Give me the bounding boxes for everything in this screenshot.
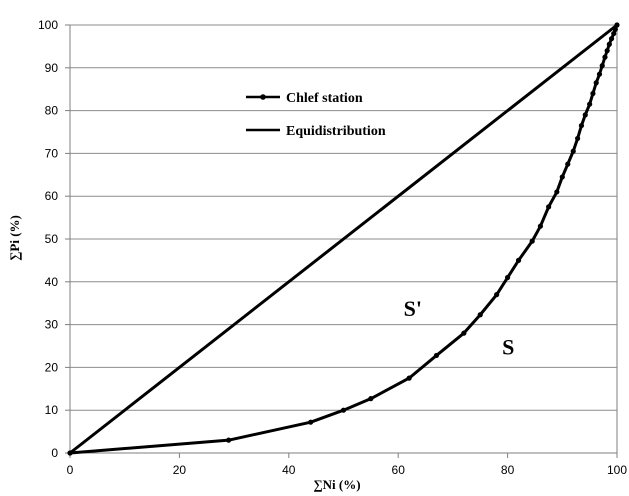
data-point-chlef-station bbox=[494, 292, 500, 298]
data-point-chlef-station bbox=[611, 30, 617, 37]
x-tick-label-20: 20 bbox=[173, 463, 187, 477]
annotations: S' S bbox=[404, 296, 515, 360]
data-point-chlef-station bbox=[308, 419, 314, 425]
data-point-chlef-station bbox=[340, 407, 347, 413]
y-tick-label-80: 80 bbox=[45, 104, 59, 118]
series-lines bbox=[67, 22, 620, 456]
x-tick-label-80: 80 bbox=[501, 463, 515, 477]
x-tick-label-40: 40 bbox=[282, 463, 296, 477]
data-point-chlef-station bbox=[433, 352, 440, 359]
y-axis-label: ∑Pi (%) bbox=[7, 215, 22, 261]
y-tick-label-40: 40 bbox=[45, 275, 59, 289]
data-point-chlef-station bbox=[559, 174, 565, 180]
legend-marker-chlef-station bbox=[260, 94, 266, 100]
data-point-chlef-station bbox=[587, 101, 593, 107]
data-point-chlef-station bbox=[602, 54, 608, 60]
data-point-chlef-station bbox=[575, 135, 581, 142]
data-point-chlef-station bbox=[554, 189, 560, 195]
data-point-chlef-station bbox=[596, 71, 603, 77]
data-point-chlef-station bbox=[461, 330, 467, 336]
x-tick-label-60: 60 bbox=[392, 463, 406, 477]
grid-lines bbox=[70, 24, 617, 411]
legend-label-equidistribution: Equidistribution bbox=[286, 124, 386, 139]
y-tick-label-60: 60 bbox=[45, 189, 59, 203]
annotation-s: S bbox=[502, 335, 514, 360]
data-point-chlef-station bbox=[537, 223, 544, 229]
data-point-chlef-station bbox=[505, 274, 511, 281]
data-point-chlef-station bbox=[593, 80, 599, 86]
series-line-equidistribution bbox=[69, 23, 618, 455]
x-tick-label-0: 0 bbox=[67, 463, 74, 477]
y-tick-label-70: 70 bbox=[45, 146, 59, 160]
data-point-chlef-station bbox=[582, 112, 588, 118]
axes bbox=[65, 24, 618, 458]
data-point-chlef-station bbox=[570, 148, 576, 154]
data-point-chlef-station bbox=[546, 204, 552, 210]
y-tick-label-10: 10 bbox=[45, 403, 59, 417]
x-tick-label-100: 100 bbox=[607, 463, 627, 477]
y-tick-label-30: 30 bbox=[45, 318, 59, 332]
y-tick-label-0: 0 bbox=[51, 446, 58, 460]
data-point-chlef-station bbox=[406, 375, 412, 381]
x-axis-label: ∑Ni (%) bbox=[313, 477, 360, 492]
y-tick-label-50: 50 bbox=[45, 232, 59, 246]
data-point-chlef-station bbox=[368, 396, 374, 402]
y-tick-label-100: 100 bbox=[38, 18, 58, 32]
data-point-chlef-station bbox=[565, 161, 571, 167]
data-point-chlef-station bbox=[515, 257, 522, 263]
series-line-chlef-station bbox=[69, 24, 619, 455]
data-point-chlef-station bbox=[578, 122, 585, 129]
legend-label-chlef-station: Chlef station bbox=[286, 91, 363, 106]
y-tick-label-20: 20 bbox=[45, 360, 59, 374]
data-point-chlef-station bbox=[608, 36, 615, 42]
data-point-chlef-station bbox=[599, 63, 605, 69]
legend: Chlef station Equidistribution bbox=[246, 91, 386, 139]
data-point-chlef-station bbox=[590, 90, 596, 97]
data-point-chlef-station bbox=[226, 437, 232, 443]
data-point-chlef-station bbox=[529, 238, 535, 244]
tick-labels: 0 10 20 30 40 50 60 70 80 90 100 0 20 40 60 80 100 bbox=[38, 18, 627, 477]
data-point-chlef-station bbox=[604, 48, 610, 54]
y-tick-label-90: 90 bbox=[45, 61, 59, 75]
annotation-s-prime: S' bbox=[404, 296, 422, 321]
data-point-chlef-station bbox=[477, 312, 483, 318]
data-point-chlef-station bbox=[606, 41, 612, 47]
